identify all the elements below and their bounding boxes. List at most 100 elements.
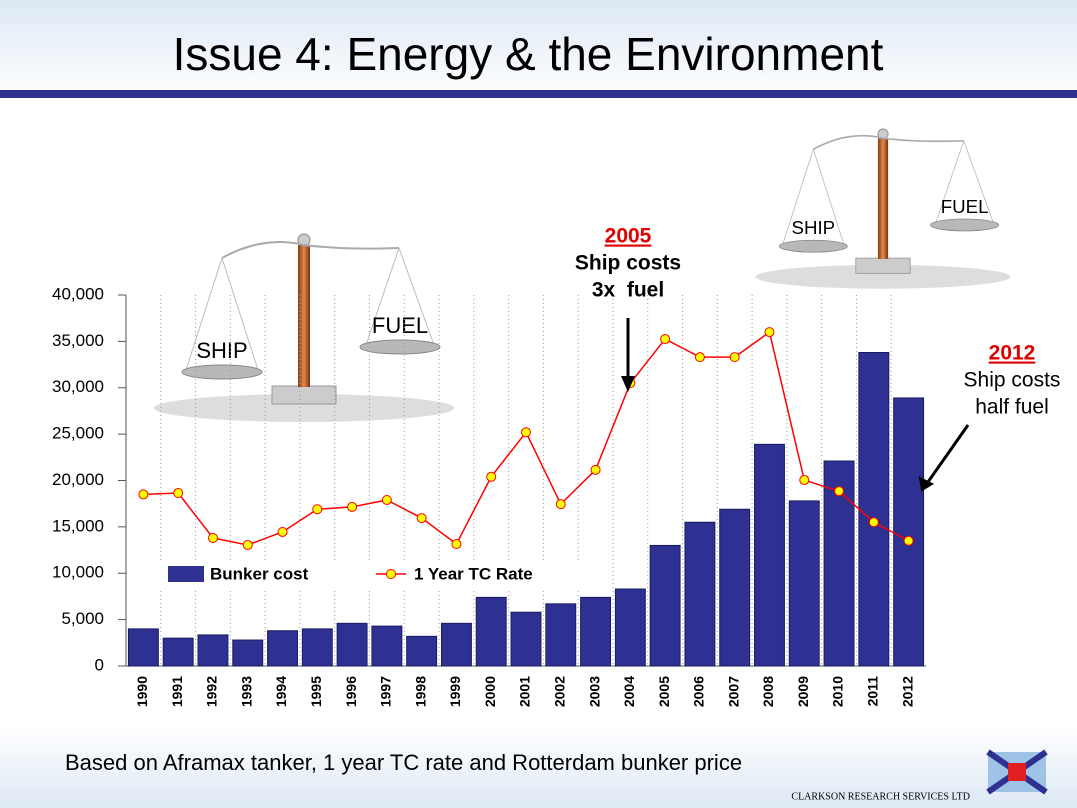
line-marker xyxy=(868,517,879,528)
line-marker xyxy=(694,352,705,363)
scale-beam xyxy=(812,134,964,151)
scale-base xyxy=(271,385,337,405)
bar xyxy=(127,628,159,667)
y-tick-label: 25,000 xyxy=(52,424,104,443)
bar xyxy=(614,588,646,667)
line-marker xyxy=(590,464,601,475)
scale-pan xyxy=(359,339,441,355)
bar xyxy=(858,352,890,667)
bar xyxy=(371,625,403,667)
bar xyxy=(893,397,925,667)
scale-strings xyxy=(185,247,435,371)
bar xyxy=(336,622,368,667)
x-tick-label: 1996 xyxy=(343,676,359,707)
annotation: Ship costs xyxy=(964,369,1061,392)
bar xyxy=(684,521,716,667)
x-tick-label: 2011 xyxy=(865,676,881,707)
x-tick-label: 2005 xyxy=(656,676,672,707)
line-marker xyxy=(242,539,253,550)
line-marker xyxy=(347,501,358,512)
line-marker xyxy=(834,486,845,497)
arrow xyxy=(926,424,970,483)
line-marker xyxy=(660,334,671,345)
company: CLARKSON RESEARCH SERVICES LTD xyxy=(791,791,970,802)
arrow-head xyxy=(918,476,935,492)
title-rule xyxy=(0,90,1077,98)
x-tick-label: 2001 xyxy=(517,676,533,707)
x-tick-label: 2012 xyxy=(899,676,915,707)
bar xyxy=(162,637,194,667)
legend-label: Bunker cost xyxy=(210,564,309,583)
annotation: Ship costs xyxy=(575,252,681,275)
x-tick-label: 2009 xyxy=(795,676,811,707)
x-tick-label: 1992 xyxy=(204,676,220,707)
bar xyxy=(788,500,820,667)
x-tick-label: 2010 xyxy=(830,676,846,707)
scale-beam xyxy=(221,240,400,259)
line-marker xyxy=(173,488,184,499)
legend-label: 1 Year TC Rate xyxy=(414,564,533,583)
legend: Bunker cost 1 Year TC Rate xyxy=(160,560,580,590)
y-tick-label: 0 xyxy=(95,655,104,674)
scale-label: FUEL xyxy=(941,196,989,217)
x-tick-label: 1991 xyxy=(169,676,185,707)
scale-label: FUEL xyxy=(372,313,428,338)
line-marker xyxy=(138,489,149,500)
x-tick-label: 2002 xyxy=(551,676,567,707)
line-marker xyxy=(451,539,462,550)
x-tick-label: 1998 xyxy=(412,676,428,707)
bar xyxy=(649,544,681,667)
x-tick-label: 2008 xyxy=(760,676,776,707)
legend-marker xyxy=(386,569,396,579)
scale-post xyxy=(298,245,310,387)
line-marker xyxy=(903,535,914,546)
line-marker xyxy=(207,533,218,544)
y-tick-label: 15,000 xyxy=(52,516,104,535)
scale: SHIP FUEL xyxy=(154,233,454,422)
y-tick-label: 40,000 xyxy=(52,284,104,303)
scale-pan xyxy=(181,364,263,380)
x-tick-label: 2000 xyxy=(482,676,498,707)
scale-shadow xyxy=(755,264,1011,289)
y-tick-label: 5,000 xyxy=(61,609,104,628)
x-tick-label: 2007 xyxy=(725,676,741,707)
line-marker xyxy=(312,504,323,515)
annotation: half fuel xyxy=(975,396,1049,419)
footnote: Based on Aframax tanker, 1 year TC rate … xyxy=(65,750,742,775)
bar xyxy=(197,634,229,667)
line-marker xyxy=(486,471,497,482)
x-tick-label: 2006 xyxy=(691,676,707,707)
line-marker xyxy=(381,494,392,505)
bar xyxy=(580,596,612,667)
x-tick-label: 1997 xyxy=(378,676,394,707)
y-tick-label: 30,000 xyxy=(52,377,104,396)
scale-base xyxy=(855,257,911,274)
scale-pan xyxy=(778,239,848,253)
y-tick-label: 10,000 xyxy=(52,563,104,582)
line-marker xyxy=(416,513,427,524)
bar xyxy=(440,622,472,667)
bar xyxy=(301,628,333,667)
scale-strings xyxy=(782,140,994,245)
bar xyxy=(510,611,542,667)
bar xyxy=(719,508,751,667)
line-marker xyxy=(799,475,810,486)
bar xyxy=(267,630,298,667)
line-marker xyxy=(277,526,288,537)
bar xyxy=(754,443,785,667)
x-tick-label: 1994 xyxy=(273,676,289,707)
y-tick-label: 20,000 xyxy=(52,470,104,489)
bar xyxy=(232,639,264,667)
scale: SHIP FUEL xyxy=(755,128,1011,289)
legend-swatch xyxy=(168,566,204,582)
arrow-head xyxy=(621,376,635,392)
x-tick-label: 1995 xyxy=(308,676,324,707)
scale-label: SHIP xyxy=(791,217,835,238)
annotation: 2005 xyxy=(605,225,652,248)
y-tick-label: 35,000 xyxy=(52,331,104,350)
slide-title: Issue 4: Energy & the Environment xyxy=(173,28,884,80)
x-tick-label: 1999 xyxy=(447,676,463,707)
line-marker xyxy=(555,499,566,510)
annotation: 2012 xyxy=(989,342,1036,365)
